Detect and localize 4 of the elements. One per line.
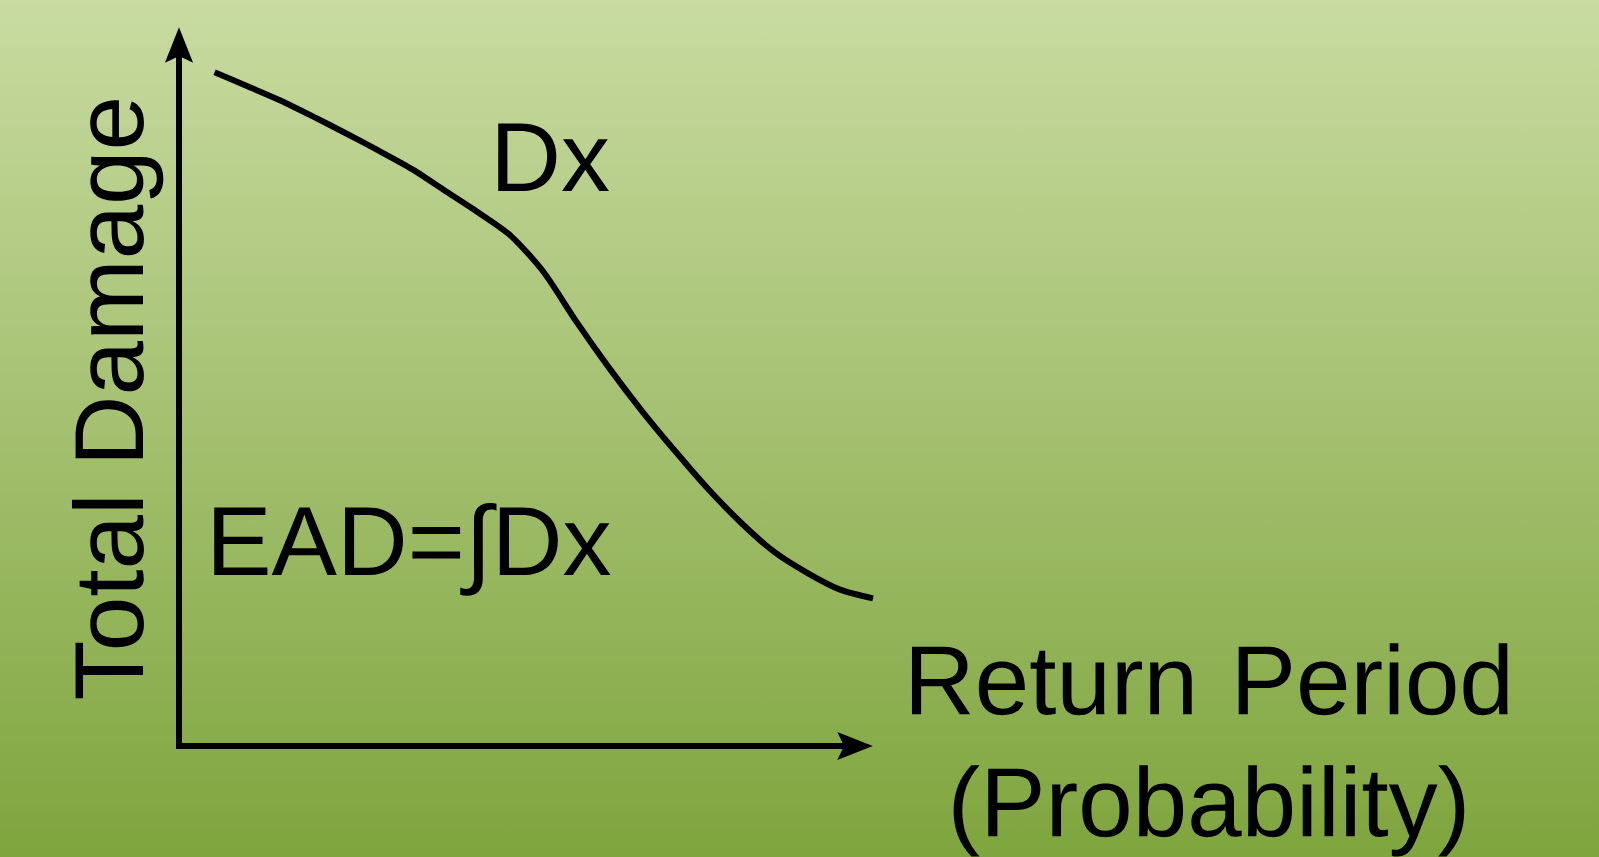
y-axis-title: Total Damage	[71, 100, 164, 699]
annotation: EAD=∫Dx	[214, 502, 611, 596]
series-label: Dx	[498, 123, 609, 191]
x-axis-title: Return Period (Probability)	[911, 643, 1508, 857]
